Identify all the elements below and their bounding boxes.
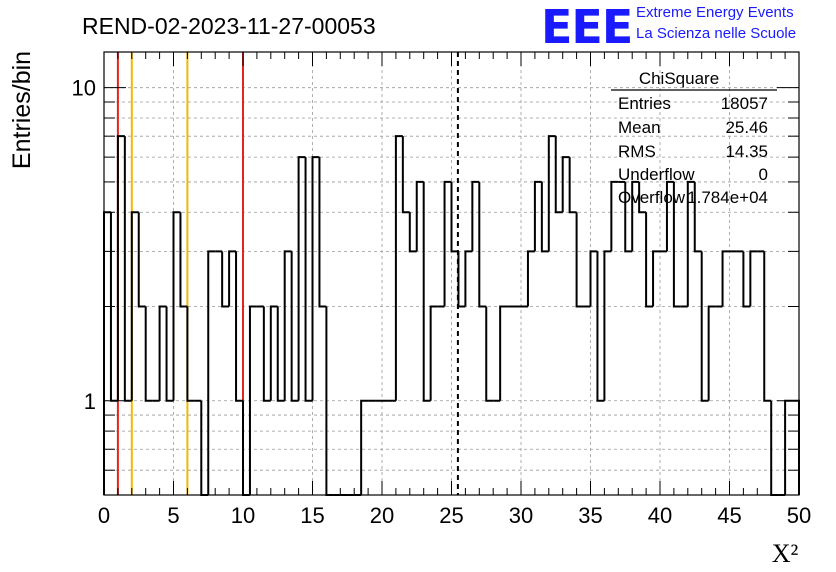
histogram-bin [172,211,181,401]
histogram-bin [707,305,716,401]
histogram-bin [179,212,188,308]
histogram-bin [415,180,424,252]
histogram-bin [464,250,473,307]
histogram-bin [262,306,271,402]
histogram-bin [228,250,237,307]
eee-logo-line2: La Scienza nelle Scuole [636,25,796,42]
stats-row-label: Mean [618,118,661,137]
histogram-bin [693,181,702,253]
histogram-bin [603,250,612,401]
histogram-bin [116,135,125,401]
stats-row-value: 25.46 [725,118,768,137]
histogram-bin [137,212,146,308]
histogram-bin [471,180,480,252]
histogram-bin [248,305,257,495]
x-tick-label: 40 [648,503,672,528]
x-tick-label: 10 [231,503,255,528]
stats-row-label: Overflow [618,188,686,207]
histogram-bin [394,135,403,401]
x-tick-label: 50 [787,503,811,528]
histogram-bin [638,181,647,214]
histogram-bin [158,305,167,401]
histogram-bin [672,181,681,308]
histogram-bin [721,250,730,307]
histogram-bin [443,180,452,307]
histogram-bin [533,180,542,252]
stats-box-title: ChiSquare [639,69,719,88]
histogram-bin [408,212,417,253]
axes-layer: 0 5 10 15 20 25 30 35 40 45 50 1 10 [72,51,811,528]
grid-layer [104,52,799,495]
stats-box: ChiSquare Entries 18057 Mean 25.46 RMS 1… [611,69,777,207]
stats-row-value: 1.784e+04 [687,188,768,207]
histogram-bin [526,250,535,307]
x-tick-label: 15 [300,503,324,528]
histogram-bin [450,181,459,253]
histogram-bin [589,250,598,307]
histogram-bin [276,306,285,402]
histogram-bin [631,180,640,252]
y-tick-label: 10 [72,76,96,101]
eee-logo: EEE Extreme Energy Events La Scienza nel… [541,0,796,54]
histogram-bin [547,135,556,252]
histogram-bin [283,250,292,401]
histogram-bin [429,305,438,401]
histogram-bin [311,156,320,401]
histogram-bin [304,157,313,402]
histogram-bin [652,250,660,307]
histogram-bin [686,180,695,307]
histogram-bin [596,251,605,402]
histogram-bin [700,251,709,402]
histogram-bin [645,212,654,308]
histogram-bin [568,157,577,214]
histogram-bin [269,305,278,401]
histogram-bin [130,211,139,401]
histogram-bin [478,181,487,308]
histogram-bin [575,212,584,308]
histogram-bin [144,306,153,402]
histogram-bin [540,181,549,253]
stats-row-label: Underflow [618,165,695,184]
histogram-bin [561,156,570,213]
histogram-bin [235,251,243,402]
histogram-bin [221,251,230,308]
histogram-bin [165,306,174,402]
x-tick-label: 45 [717,503,741,528]
histogram-bin [749,250,758,307]
histogram-bin [318,157,327,308]
stats-row-value: 0 [759,165,768,184]
y-axis-label: Entries/bin [8,51,36,169]
histogram-bin [665,180,674,252]
eee-logo-mark: EEE [541,0,632,54]
histogram-bin [499,305,508,401]
eee-logo-line1: Extreme Energy Events [636,4,794,21]
histogram-bin [207,250,216,495]
stats-row-value: 18057 [721,94,768,113]
x-tick-label: 5 [167,503,179,528]
stats-row-label: Entries [618,94,671,113]
y-tick-label: 1 [84,389,96,414]
histogram-bin [554,136,563,214]
histogram-bin [401,136,410,214]
x-axis-label: X² [772,539,799,568]
histogram-bin [763,251,772,402]
histogram-bin [290,251,299,402]
histogram-bin [186,306,195,402]
stats-row-value: 14.35 [725,142,768,161]
histogram-bin [297,156,306,401]
x-tick-label: 30 [509,503,533,528]
x-tick-label: 35 [578,503,602,528]
histogram-bin [610,180,619,252]
histogram-bin [360,399,369,495]
stats-row-label: RMS [618,142,656,161]
histogram-bin [485,306,494,402]
histogram-bin [422,181,431,402]
x-tick-label: 0 [98,503,110,528]
chart-title: REND-02-2023-11-27-00053 [82,13,376,39]
x-tick-label: 25 [439,503,463,528]
x-tick-label: 20 [370,503,394,528]
histogram-bin [742,251,751,308]
histogram-bin [624,181,633,253]
